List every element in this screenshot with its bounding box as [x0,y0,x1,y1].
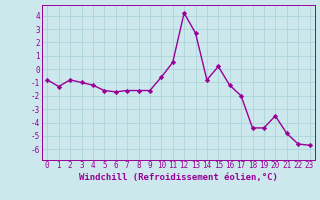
X-axis label: Windchill (Refroidissement éolien,°C): Windchill (Refroidissement éolien,°C) [79,173,278,182]
